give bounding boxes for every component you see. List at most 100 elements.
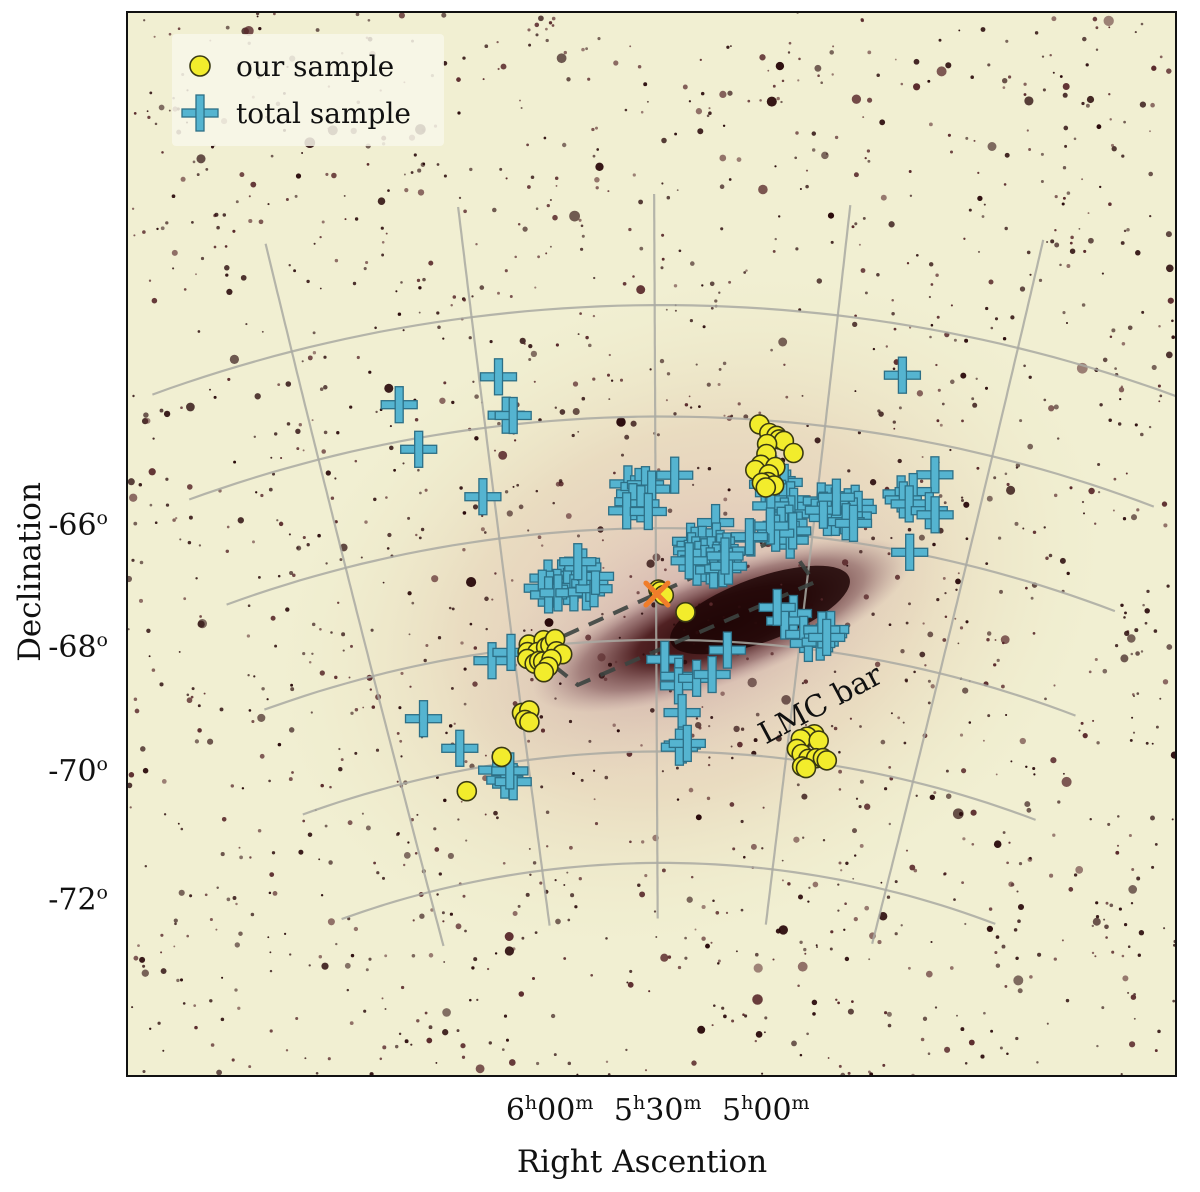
star [342, 649, 345, 652]
plot-frame [126, 11, 1177, 1077]
star [285, 607, 290, 612]
our-sample-point [675, 601, 696, 623]
star [489, 340, 493, 344]
star [257, 713, 266, 722]
star [142, 1069, 146, 1074]
star [142, 230, 146, 234]
star [395, 832, 400, 837]
star [684, 936, 687, 940]
star [695, 630, 699, 635]
star [494, 952, 498, 955]
star [172, 518, 176, 522]
star [213, 245, 217, 249]
star [1134, 423, 1138, 427]
star [853, 916, 858, 922]
star [1163, 523, 1168, 528]
star [436, 163, 440, 166]
star [1018, 861, 1023, 866]
star [453, 722, 456, 725]
star [596, 148, 600, 151]
star [283, 932, 287, 936]
star [180, 827, 184, 831]
star [601, 612, 604, 616]
star [1171, 319, 1174, 323]
star [338, 747, 341, 751]
star [161, 151, 164, 154]
star [463, 209, 467, 214]
star [496, 816, 499, 820]
star [995, 963, 1001, 968]
star [1163, 927, 1166, 930]
star [755, 712, 760, 717]
star [1052, 833, 1056, 837]
star [697, 128, 704, 135]
star [963, 237, 966, 240]
star [237, 1006, 241, 1010]
star [762, 806, 765, 809]
star [552, 214, 558, 221]
star [1004, 226, 1008, 231]
star [528, 358, 532, 361]
star [347, 820, 353, 826]
star [886, 1011, 892, 1017]
star [514, 255, 517, 259]
star [1002, 337, 1007, 341]
star [723, 1014, 727, 1019]
star [804, 952, 807, 955]
star [151, 668, 156, 672]
star [1124, 611, 1127, 615]
star [320, 783, 324, 788]
total-sample-point [380, 386, 418, 424]
star [1066, 571, 1070, 576]
star [898, 406, 902, 410]
star [1062, 92, 1068, 98]
star [959, 626, 964, 630]
star [229, 354, 240, 365]
star [893, 427, 896, 430]
star [722, 615, 725, 619]
star [888, 766, 892, 769]
star [888, 623, 892, 627]
star [496, 40, 499, 44]
star [308, 660, 312, 664]
star [623, 615, 626, 619]
star [876, 273, 880, 277]
star [193, 1004, 197, 1007]
star [761, 847, 764, 850]
star [1059, 557, 1066, 564]
star [352, 281, 357, 286]
star [203, 692, 206, 695]
star [257, 828, 262, 833]
star [434, 847, 440, 852]
star [906, 262, 910, 265]
star [420, 527, 425, 532]
star [950, 304, 953, 307]
star [407, 841, 410, 844]
star [240, 274, 247, 281]
star [365, 825, 371, 831]
star [580, 224, 584, 228]
star [563, 884, 566, 886]
x-tick-label: 5h30m [614, 1092, 702, 1128]
star [778, 337, 788, 347]
star [851, 94, 862, 104]
star [1151, 65, 1157, 71]
star [274, 644, 278, 648]
star [1015, 1036, 1019, 1041]
star [142, 767, 149, 774]
star [219, 707, 224, 712]
star [160, 933, 164, 937]
star [225, 549, 230, 554]
star [720, 691, 725, 696]
star [1118, 387, 1125, 393]
star [1111, 950, 1115, 954]
star [1109, 335, 1113, 339]
star [398, 1032, 402, 1036]
star [1040, 152, 1044, 156]
star [983, 203, 986, 206]
star [362, 706, 365, 709]
star [555, 184, 558, 187]
star [697, 1025, 706, 1034]
star [717, 382, 721, 387]
star [1002, 831, 1006, 834]
